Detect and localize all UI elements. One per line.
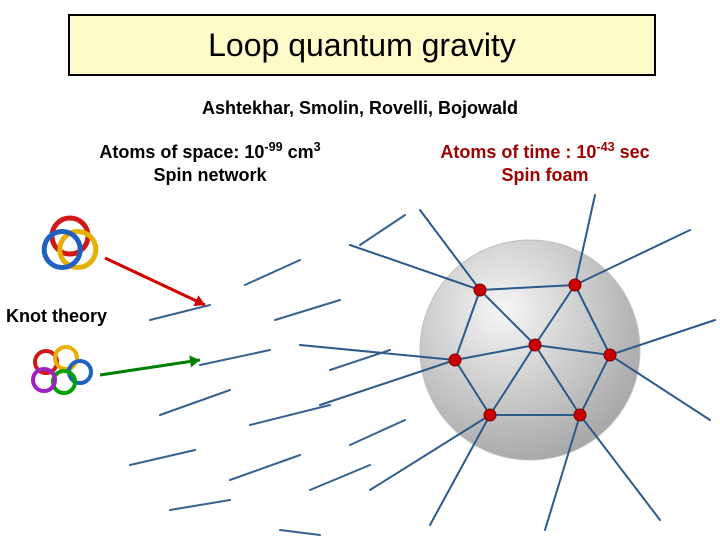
spin-network-label: Spin network (60, 165, 360, 186)
page-title: Loop quantum gravity (208, 27, 516, 64)
authors-line: Ashtekhar, Smolin, Rovelli, Bojowald (0, 98, 720, 119)
time-prefix: Atoms of time : 10 (440, 142, 596, 162)
knot-arrows (100, 258, 205, 375)
trefoil-knot-icon (44, 218, 96, 268)
atoms-of-space-line: Atoms of space: 10-99 cm3 (60, 140, 360, 163)
time-exp: -43 (596, 140, 614, 154)
title-box: Loop quantum gravity (68, 14, 656, 76)
left-column: Atoms of space: 10-99 cm3 Spin network (60, 140, 360, 186)
right-column: Atoms of time : 10-43 sec Spin foam (400, 140, 690, 186)
space-exp: -99 (264, 140, 282, 154)
space-unit-exp: 3 (314, 140, 321, 154)
link-knot-icon (33, 347, 91, 393)
spin-foam-label: Spin foam (400, 165, 690, 186)
atoms-of-time-line: Atoms of time : 10-43 sec (400, 140, 690, 163)
spin-network-diagram (0, 190, 720, 540)
space-unit: cm (283, 142, 314, 162)
scatter-lines (130, 215, 405, 535)
space-prefix: Atoms of space: 10 (99, 142, 264, 162)
time-unit: sec (615, 142, 650, 162)
